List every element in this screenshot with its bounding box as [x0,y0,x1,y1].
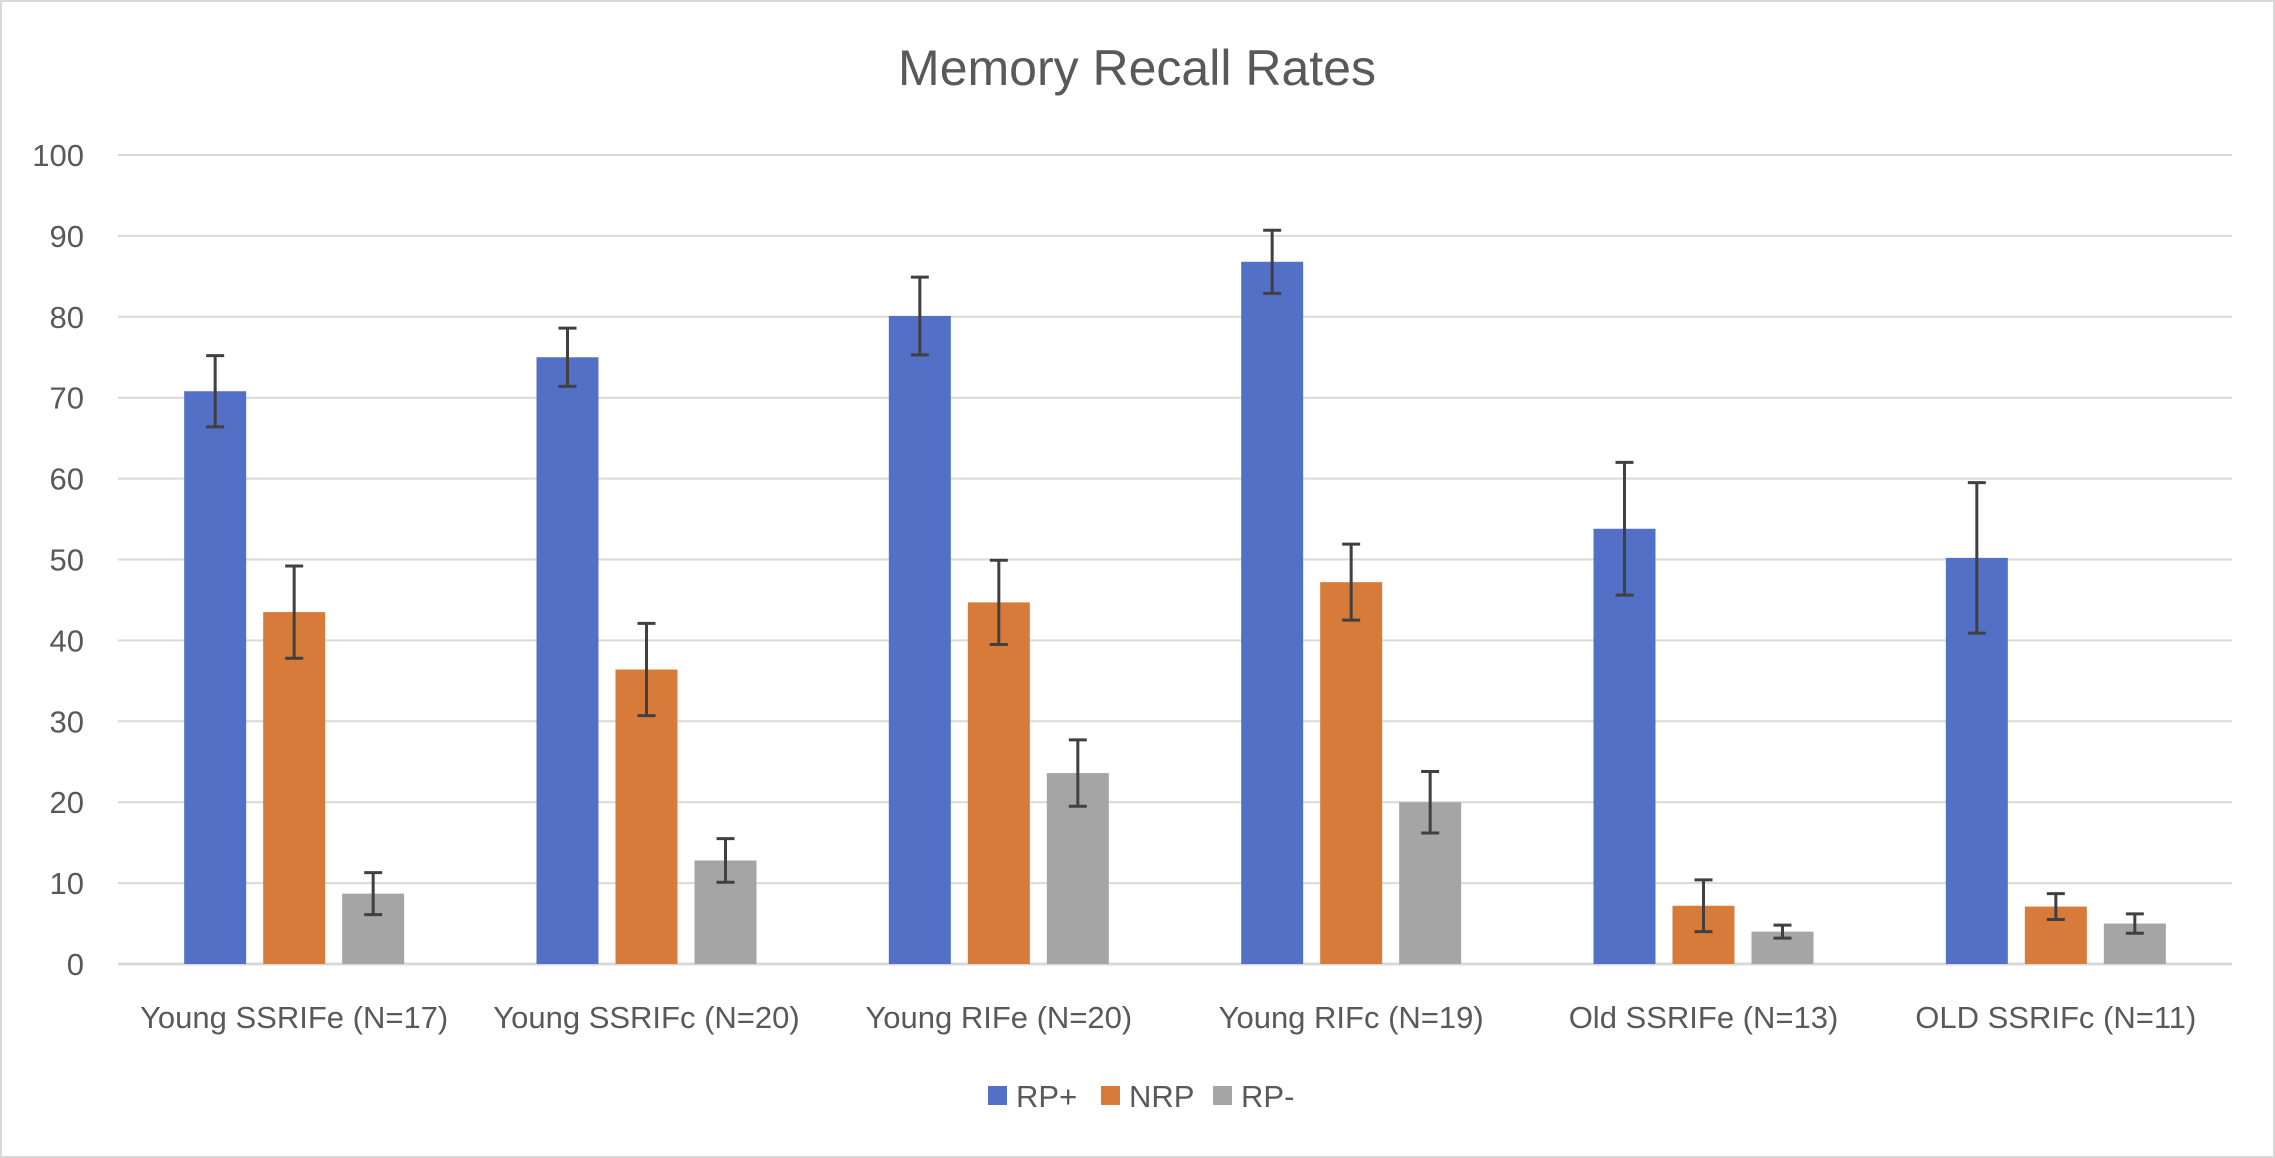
error-bar [206,354,225,429]
bars [184,261,2166,965]
y-tick-label: 10 [50,866,84,901]
error-bar [1421,769,1440,835]
legend-label: RP- [1241,1079,1294,1114]
legend-swatch [988,1086,1007,1105]
error-bar [716,837,735,884]
bar-NRP-3 [1320,582,1383,964]
error-bar [1263,228,1282,295]
legend-item-NRP: NRP [1101,1079,1194,1114]
x-tick-label: Young SSRIFe (N=17) [140,1000,448,1035]
error-bar [1773,923,1792,940]
legend: RP+ NRP RP- [988,1079,1294,1114]
y-tick-label: 70 [50,381,84,416]
y-tick-label: 40 [50,623,84,658]
error-bar [2046,892,2065,922]
bar-RP-1 [536,357,599,964]
y-tick-label: 0 [67,947,84,982]
legend-swatch [1213,1086,1232,1105]
y-tick-label: 50 [50,543,84,578]
gridlines [118,154,2232,966]
x-tick-label: Young RIFc (N=19) [1219,1000,1484,1035]
error-bar [364,871,383,917]
bar-RP-3 [1241,261,1304,965]
error-bar [637,621,656,718]
x-tick-label: Young RIFe (N=20) [865,1000,1132,1035]
error-bar [1068,738,1087,808]
error-bar [910,275,929,357]
error-bar [989,558,1008,646]
legend-label: RP+ [1016,1079,1077,1114]
bar-RP-0 [184,391,247,964]
x-tick-label: OLD SSRIFc (N=11) [1915,1000,2196,1035]
error-bar [1342,542,1361,622]
y-tick-label: 60 [50,462,84,497]
y-tick-label: 30 [50,704,84,739]
legend-item-RP: RP+ [988,1079,1077,1114]
x-tick-label: Old SSRIFe (N=13) [1569,1000,1839,1035]
error-bar [1967,481,1986,635]
bar-RP-2 [888,315,951,965]
x-tick-label: Young SSRIFc (N=20) [493,1000,799,1035]
error-bar [285,564,304,660]
legend-label: NRP [1129,1079,1194,1114]
error-bar [1694,878,1713,934]
error-bar [558,326,577,388]
bar-NRP-1 [615,669,678,964]
chart-title: Memory Recall Rates [898,40,1376,96]
y-tick-label: 20 [50,785,84,820]
bar-NRP-0 [263,612,326,964]
y-tick-label: 100 [32,138,84,173]
y-axis-tick-labels: 0 10 20 30 40 50 60 70 80 90 100 [32,138,84,982]
bar-NRP-2 [967,602,1030,964]
legend-item-RP: RP- [1213,1079,1294,1114]
bar-RP-4 [1593,528,1656,964]
error-bar [2125,912,2144,935]
y-tick-label: 80 [50,300,84,335]
y-tick-label: 90 [50,219,84,254]
x-axis-category-labels: Young SSRIFe (N=17) Young SSRIFc (N=20) Yo… [140,1000,2196,1035]
error-bar [1615,460,1634,597]
error-bars [206,228,2144,940]
legend-swatch [1101,1086,1120,1105]
